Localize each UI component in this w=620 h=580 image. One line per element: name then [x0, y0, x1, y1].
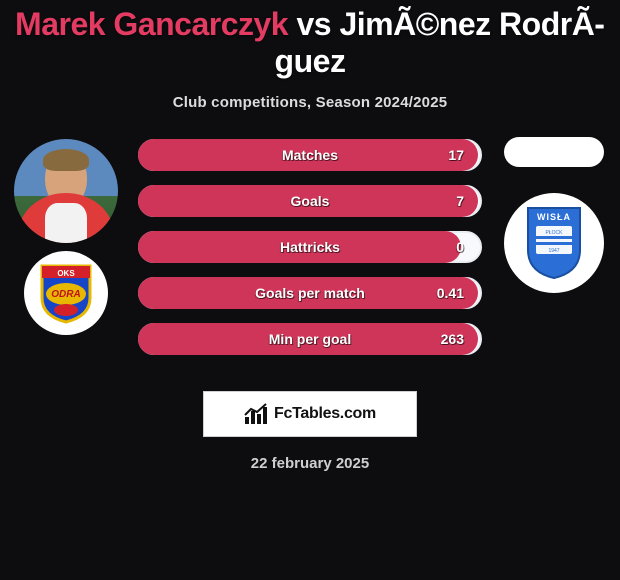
stat-label: Matches [282, 147, 338, 163]
stat-label: Goals per match [255, 285, 365, 301]
stat-label: Hattricks [280, 239, 340, 255]
stat-value: 0.41 [437, 285, 464, 301]
right-column: WISŁA PŁOCK 1947 [494, 129, 614, 293]
stat-value: 17 [448, 147, 464, 163]
svg-text:WISŁA: WISŁA [537, 212, 571, 222]
brand-text: FcTables.com [274, 405, 376, 423]
oks-odra-shield-icon: OKS ODRA [38, 262, 94, 324]
player1-club-badge: OKS ODRA [24, 251, 108, 335]
player2-photo-placeholder [504, 137, 604, 167]
stat-row: Min per goal 263 [138, 323, 482, 355]
player1-photo [14, 139, 118, 243]
vs-text: vs [296, 6, 331, 42]
stat-value: 0 [456, 239, 464, 255]
stats-rows: Matches 17 Goals 7 Hattricks 0 Goals per match… [138, 139, 482, 369]
date-text: 22 february 2025 [0, 455, 620, 472]
svg-text:OKS: OKS [57, 269, 75, 278]
stat-value: 263 [441, 331, 464, 347]
stat-label: Min per goal [269, 331, 351, 347]
stat-label: Goals [291, 193, 330, 209]
stat-row: Matches 17 [138, 139, 482, 171]
page-title: Marek Gancarczyk vs JimÃ©nez RodrÃ­guez [0, 0, 620, 80]
stat-row: Goals 7 [138, 185, 482, 217]
left-column: OKS ODRA [6, 129, 126, 335]
bar-chart-icon [244, 403, 268, 425]
player2-club-badge: WISŁA PŁOCK 1947 [504, 193, 604, 293]
brand-box[interactable]: FcTables.com [203, 391, 417, 437]
svg-text:1947: 1947 [548, 248, 559, 254]
svg-text:PŁOCK: PŁOCK [546, 230, 564, 236]
stat-value: 7 [456, 193, 464, 209]
stat-row: Hattricks 0 [138, 231, 482, 263]
subtitle: Club competitions, Season 2024/2025 [0, 94, 620, 111]
svg-text:ODRA: ODRA [51, 289, 80, 300]
stat-row: Goals per match 0.41 [138, 277, 482, 309]
wisla-shield-icon: WISŁA PŁOCK 1947 [524, 206, 584, 280]
player1-name: Marek Gancarczyk [15, 6, 288, 42]
content-area: OKS ODRA WISŁA PŁOCK 1947 [0, 129, 620, 379]
